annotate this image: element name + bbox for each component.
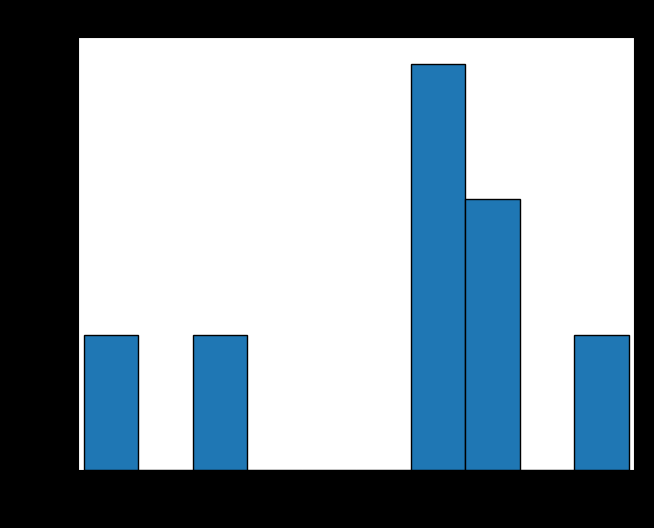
X-axis label: Value: Value [337,499,375,513]
Bar [411,64,466,470]
Y-axis label: Frequency: Frequency [27,218,41,289]
Bar [84,335,139,470]
Title: Histogram with weighted distribution: Histogram with weighted distribution [175,14,538,33]
Bar [193,335,247,470]
Bar [574,335,629,470]
Bar [466,199,520,470]
